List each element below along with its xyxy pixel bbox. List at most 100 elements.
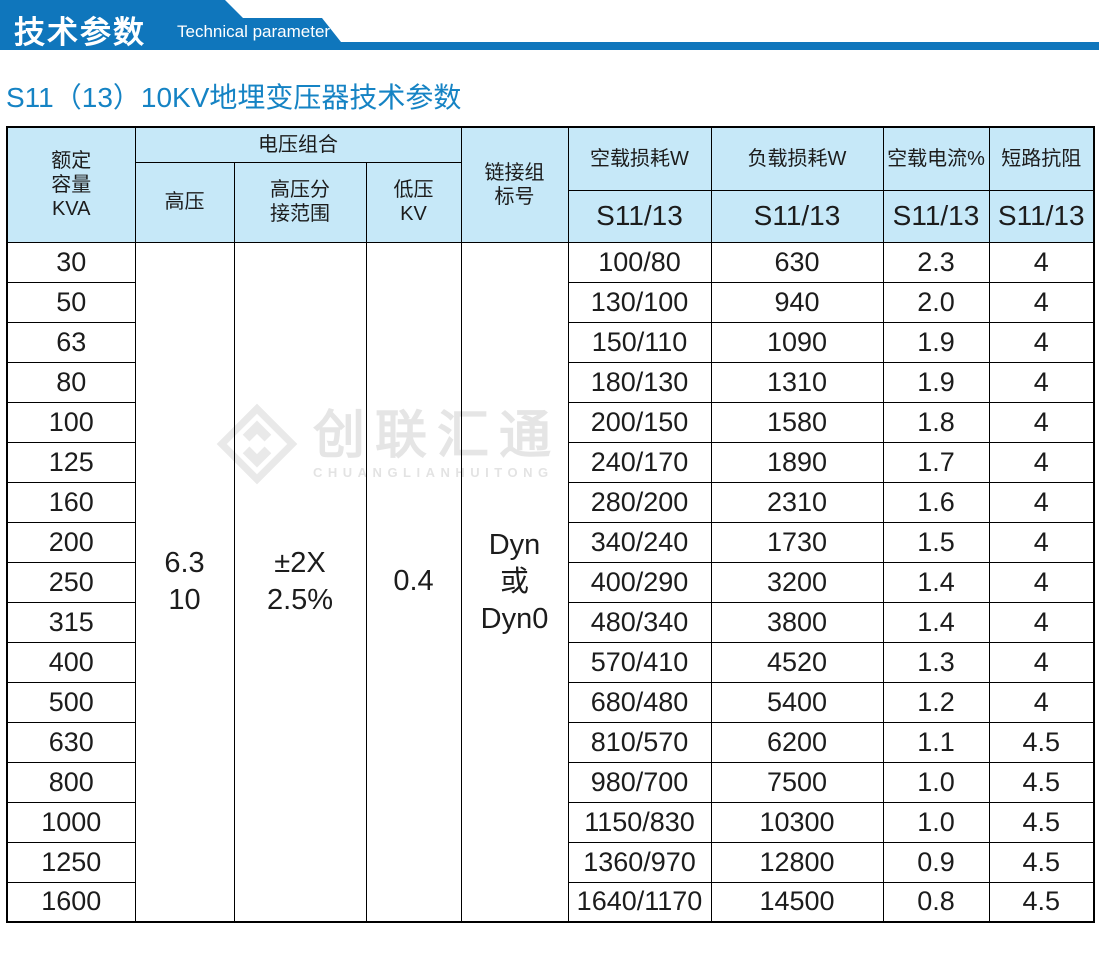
spec-table: 额定 容量 KVA 电压组合 链接组 标号 空载损耗W 负载损耗W 空载电流% … bbox=[6, 126, 1095, 923]
cell-no-load-loss: 130/100 bbox=[567, 281, 712, 323]
cell-rated-capacity: 400 bbox=[6, 641, 136, 683]
cell-load-loss: 6200 bbox=[710, 721, 884, 763]
cell-rated-capacity: 800 bbox=[6, 761, 136, 803]
col-header-no-load-loss: 空载损耗W bbox=[567, 126, 712, 191]
cell-no-load-current: 2.3 bbox=[882, 241, 990, 283]
cell-no-load-current: 1.9 bbox=[882, 361, 990, 403]
cell-load-loss: 630 bbox=[710, 241, 884, 283]
cell-impedance: 4 bbox=[988, 681, 1095, 723]
cell-load-loss: 12800 bbox=[710, 841, 884, 883]
cell-rated-capacity: 50 bbox=[6, 281, 136, 323]
cell-no-load-current: 1.9 bbox=[882, 321, 990, 363]
cell-impedance: 4 bbox=[988, 641, 1095, 683]
cell-rated-capacity: 250 bbox=[6, 561, 136, 603]
col-header-vector-group-line: 链接组 bbox=[484, 161, 545, 184]
cell-rated-capacity: 125 bbox=[6, 441, 136, 483]
page-title: S11（13）10KV地埋变压器技术参数 bbox=[6, 82, 462, 113]
merged-cell-hv: 6.3 10 bbox=[134, 241, 235, 923]
cell-impedance: 4 bbox=[988, 361, 1095, 403]
cell-load-loss: 7500 bbox=[710, 761, 884, 803]
cell-load-loss: 940 bbox=[710, 281, 884, 323]
cell-no-load-loss: 400/290 bbox=[567, 561, 712, 603]
table-row: 63 150/110 1090 1.9 4 bbox=[6, 321, 1095, 363]
cell-no-load-loss: 570/410 bbox=[567, 641, 712, 683]
cell-load-loss: 1310 bbox=[710, 361, 884, 403]
subheader-model-no-load-loss: S11/13 bbox=[567, 189, 712, 243]
col-header-load-loss: 负载损耗W bbox=[710, 126, 884, 191]
spec-table-wrap: 额定 容量 KVA 电压组合 链接组 标号 空载损耗W 负载损耗W 空载电流% … bbox=[6, 126, 1095, 923]
table-row: 630 810/570 6200 1.1 4.5 bbox=[6, 721, 1095, 763]
cell-rated-capacity: 63 bbox=[6, 321, 136, 363]
cell-no-load-loss: 150/110 bbox=[567, 321, 712, 363]
col-header-tap-range: 高压分 接范围 bbox=[233, 161, 367, 243]
merged-cell-lv: 0.4 bbox=[365, 241, 462, 923]
cell-load-loss: 1890 bbox=[710, 441, 884, 483]
cell-load-loss: 10300 bbox=[710, 801, 884, 843]
cell-no-load-loss: 240/170 bbox=[567, 441, 712, 483]
banner-subtitle: Technical parameter bbox=[177, 22, 331, 41]
cell-no-load-loss: 200/150 bbox=[567, 401, 712, 443]
table-body: 30 6.3 10 ±2X 2.5% 0.4 Dyn 或 Dyn0 100/80 630 2.3 4 50… bbox=[6, 241, 1095, 923]
cell-impedance: 4 bbox=[988, 401, 1095, 443]
cell-rated-capacity: 315 bbox=[6, 601, 136, 643]
section-banner: 技术参数 Technical parameter bbox=[0, 0, 1099, 50]
cell-no-load-current: 0.8 bbox=[882, 881, 990, 923]
merged-cell-tap-range: ±2X 2.5% bbox=[233, 241, 367, 923]
cell-no-load-current: 1.0 bbox=[882, 801, 990, 843]
col-header-tap-range-line: 接范围 bbox=[270, 203, 330, 225]
cell-no-load-loss: 480/340 bbox=[567, 601, 712, 643]
cell-no-load-current: 1.1 bbox=[882, 721, 990, 763]
cell-rated-capacity: 1250 bbox=[6, 841, 136, 883]
cell-load-loss: 14500 bbox=[710, 881, 884, 923]
col-header-no-load-current: 空载电流% bbox=[882, 126, 990, 191]
banner-title: 技术参数 bbox=[14, 15, 146, 50]
cell-no-load-current: 1.5 bbox=[882, 521, 990, 563]
table-row: 400 570/410 4520 1.3 4 bbox=[6, 641, 1095, 683]
table-row: 1250 1360/970 12800 0.9 4.5 bbox=[6, 841, 1095, 883]
table-row: 160 280/200 2310 1.6 4 bbox=[6, 481, 1095, 523]
cell-rated-capacity: 200 bbox=[6, 521, 136, 563]
col-header-rated-capacity-line: 容量 bbox=[51, 173, 92, 196]
cell-impedance: 4 bbox=[988, 321, 1095, 363]
cell-no-load-loss: 180/130 bbox=[567, 361, 712, 403]
table-row: 80 180/130 1310 1.9 4 bbox=[6, 361, 1095, 403]
cell-rated-capacity: 160 bbox=[6, 481, 136, 523]
banner-ribbon-shape bbox=[0, 0, 1099, 50]
col-header-rated-capacity: 额定 容量 KVA bbox=[6, 126, 136, 243]
col-header-vector-group: 链接组 标号 bbox=[460, 126, 569, 243]
cell-impedance: 4 bbox=[988, 281, 1095, 323]
cell-no-load-loss: 680/480 bbox=[567, 681, 712, 723]
cell-no-load-current: 1.4 bbox=[882, 601, 990, 643]
cell-impedance: 4 bbox=[988, 241, 1095, 283]
cell-rated-capacity: 30 bbox=[6, 241, 136, 283]
table-row: 30 6.3 10 ±2X 2.5% 0.4 Dyn 或 Dyn0 100/80 630 2.3 4 bbox=[6, 241, 1095, 923]
col-header-tap-range-line: 高压分 bbox=[270, 179, 330, 201]
table-row: 800 980/700 7500 1.0 4.5 bbox=[6, 761, 1095, 803]
table-row: 100 200/150 1580 1.8 4 bbox=[6, 401, 1095, 443]
table-row: 250 400/290 3200 1.4 4 bbox=[6, 561, 1095, 603]
cell-no-load-current: 1.6 bbox=[882, 481, 990, 523]
subheader-model-no-load-current: S11/13 bbox=[882, 189, 990, 243]
cell-load-loss: 3800 bbox=[710, 601, 884, 643]
subheader-model-impedance: S11/13 bbox=[988, 189, 1095, 243]
cell-load-loss: 3200 bbox=[710, 561, 884, 603]
cell-no-load-loss: 100/80 bbox=[567, 241, 712, 283]
col-header-rated-capacity-line: KVA bbox=[51, 197, 91, 220]
col-header-voltage-combination: 电压组合 bbox=[134, 126, 462, 163]
cell-no-load-loss: 810/570 bbox=[567, 721, 712, 763]
cell-no-load-current: 0.9 bbox=[882, 841, 990, 883]
cell-load-loss: 1730 bbox=[710, 521, 884, 563]
cell-no-load-loss: 280/200 bbox=[567, 481, 712, 523]
table-row: 1000 1150/830 10300 1.0 4.5 bbox=[6, 801, 1095, 843]
cell-impedance: 4 bbox=[988, 441, 1095, 483]
cell-no-load-loss: 1360/970 bbox=[567, 841, 712, 883]
cell-impedance: 4 bbox=[988, 561, 1095, 603]
cell-load-loss: 1090 bbox=[710, 321, 884, 363]
cell-load-loss: 1580 bbox=[710, 401, 884, 443]
cell-no-load-current: 1.0 bbox=[882, 761, 990, 803]
cell-rated-capacity: 500 bbox=[6, 681, 136, 723]
col-header-hv: 高压 bbox=[134, 161, 235, 243]
cell-no-load-loss: 980/700 bbox=[567, 761, 712, 803]
cell-no-load-loss: 1640/1170 bbox=[567, 881, 712, 923]
cell-impedance: 4.5 bbox=[988, 881, 1095, 923]
